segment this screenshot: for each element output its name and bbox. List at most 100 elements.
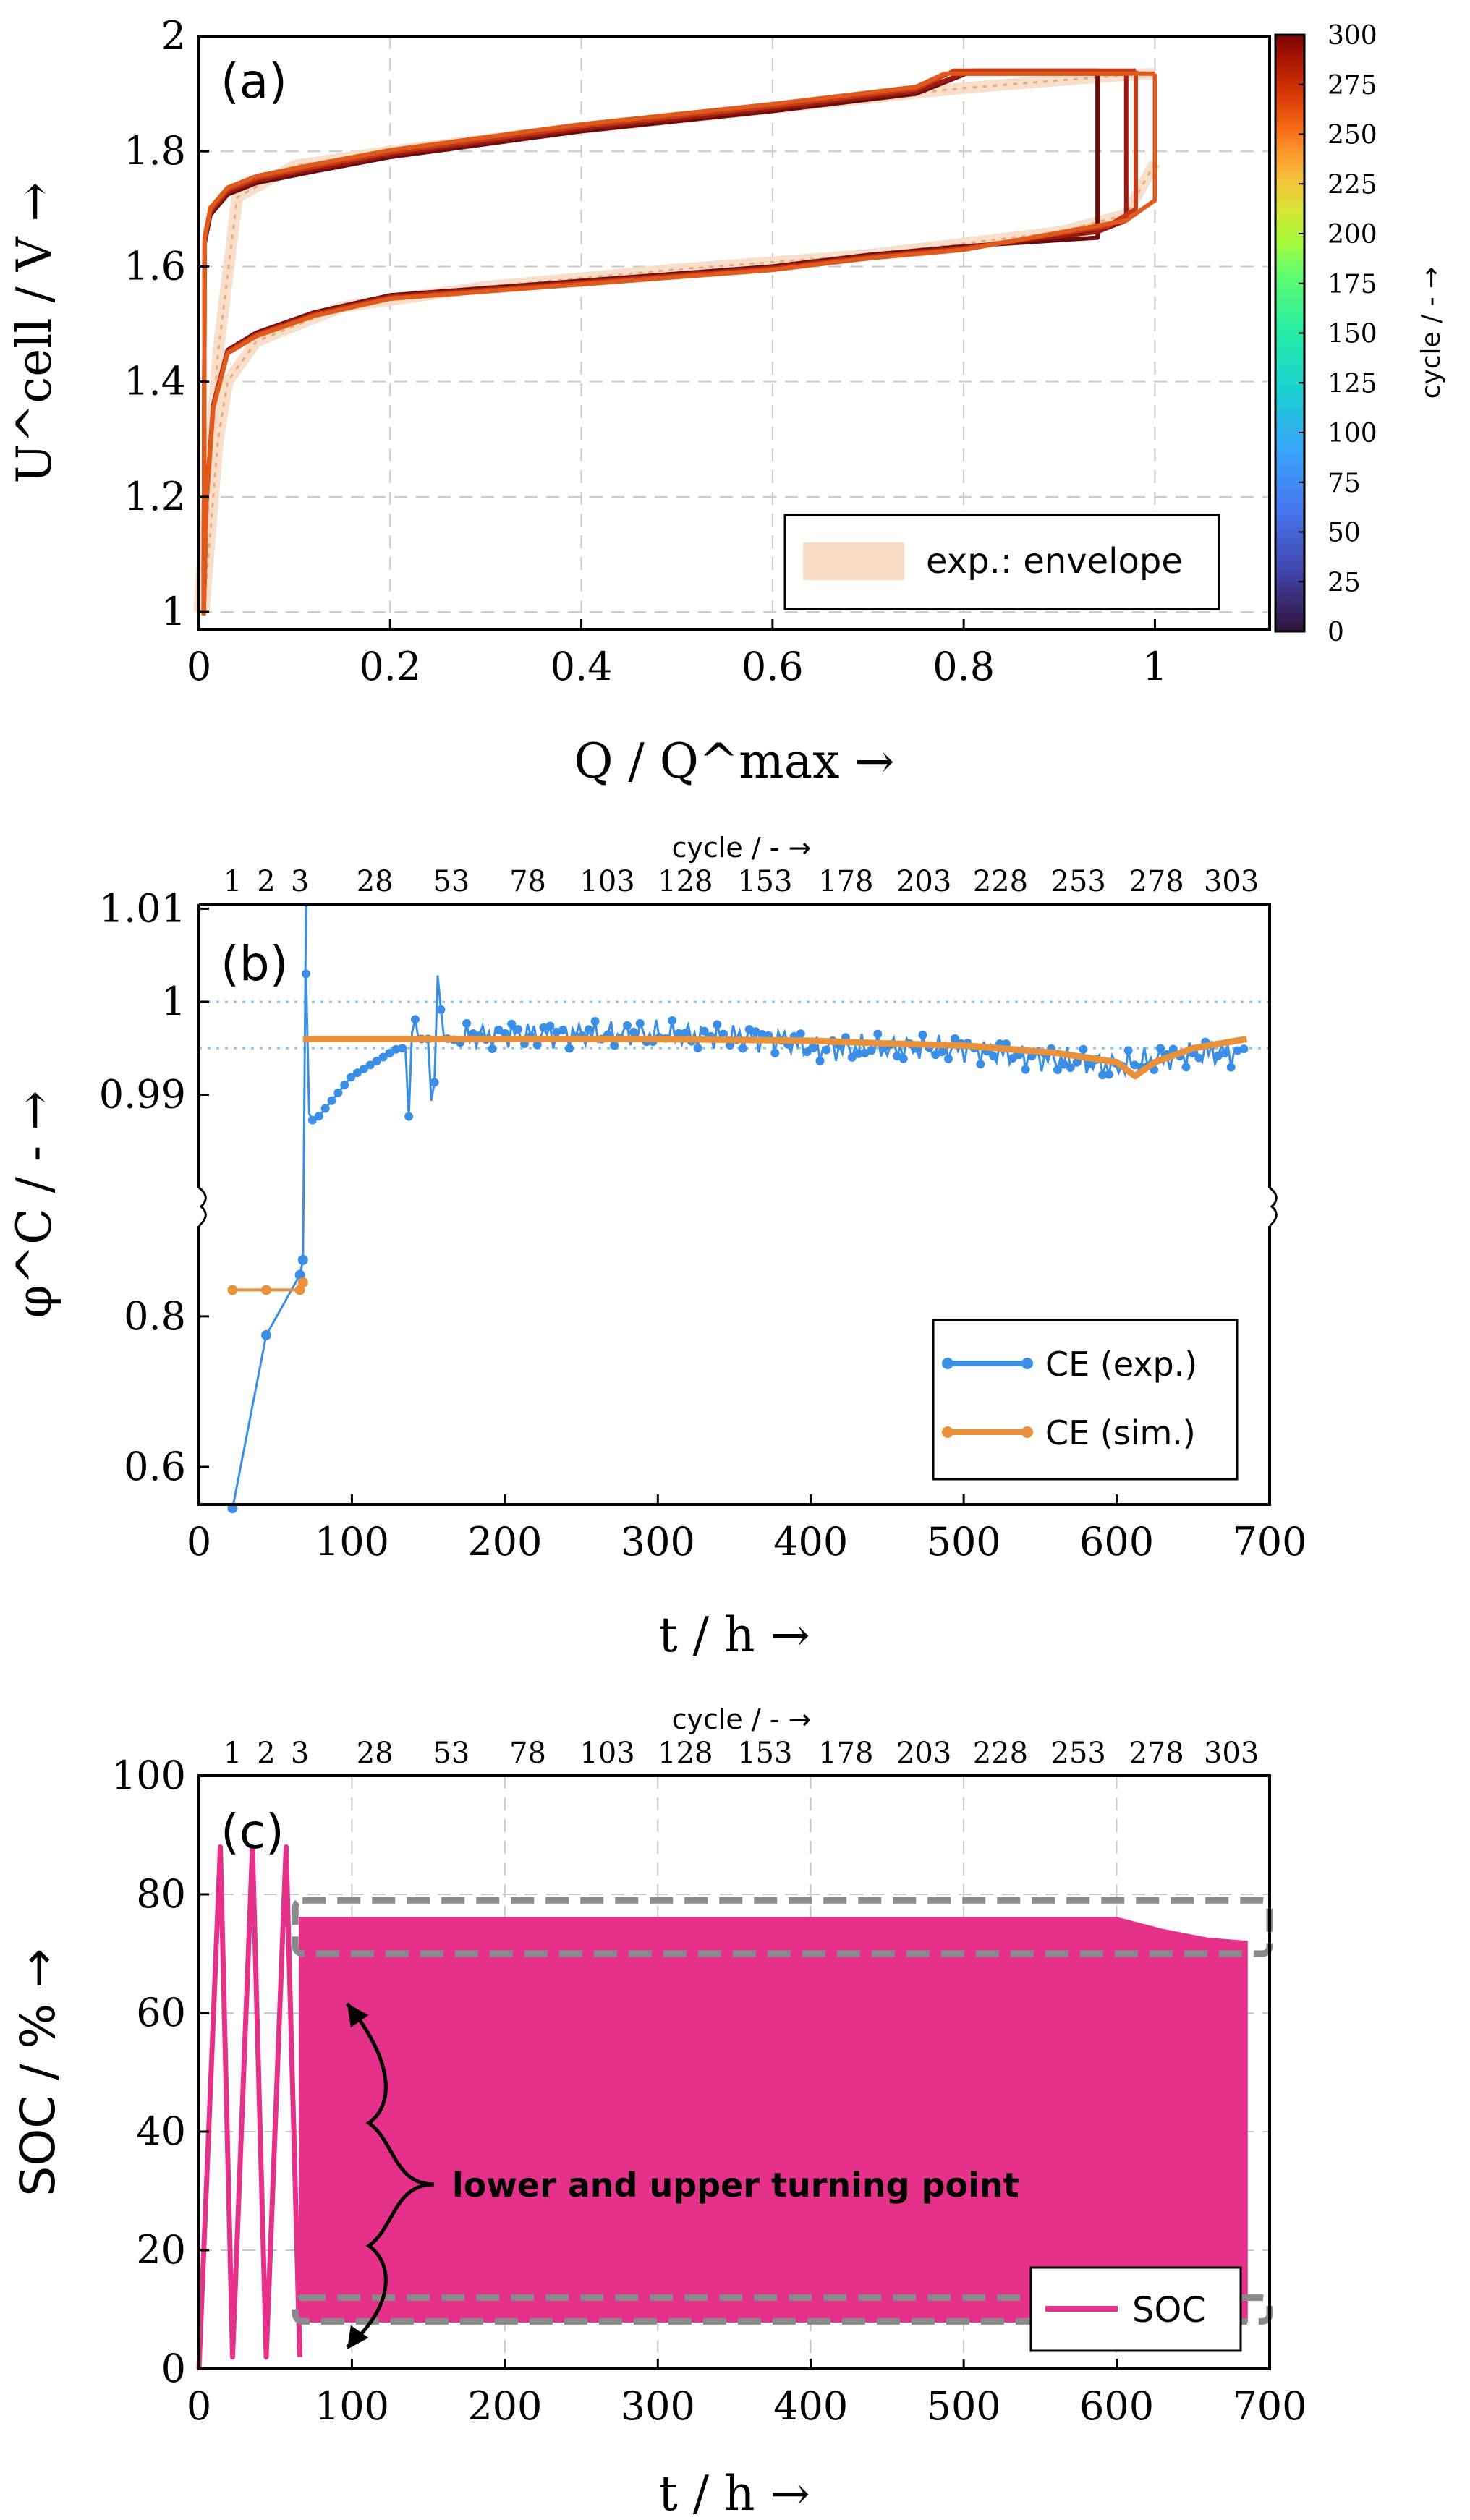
panel-b-coulomb-efficiency: cycle / - → 1 2 3 28 53 78 103 128 153 178 203 228 2… [7,832,1307,1663]
ce-exp-point [340,1081,349,1090]
panel-c-y-label: SOC / % → [10,1948,66,2196]
panel-b-x-tick-label: 0 [187,1519,211,1565]
ce-exp-point [1021,1065,1030,1074]
panel-c-x-label: t / h → [658,2466,810,2520]
panel-c-y-tick-label: 0 [161,2346,186,2391]
panel-b-y-ticks: 0.99 1 1.01 0.6 0.8 [99,885,209,1489]
colorbar-tick-label: 0 [1327,618,1344,647]
ce-exp-point [314,1112,323,1121]
ce-exp-point [565,1044,574,1053]
ce-exp-point [584,1025,593,1034]
ce-exp-point [1105,1070,1113,1079]
ce-exp-point [713,1020,722,1029]
ce-exp-point [854,1049,863,1058]
colorbar-tick-label: 75 [1327,469,1361,498]
panel-c-top-tick-label: 28 [357,1737,394,1770]
ce-exp-point [1008,1054,1017,1063]
panel-c-x-tick-label: 300 [621,2383,695,2429]
ce-exp-point [462,1018,471,1028]
ce-exp-point [545,1021,555,1031]
panel-c-y-tick-label: 20 [136,2227,186,2273]
panel-c-top-ticks: 1 2 3 28 53 78 103 128 153 178 203 228 253 278 303 [224,1737,1259,1770]
ce-sim-legend-dot-left [942,1426,953,1438]
panel-b-top-tick-label: 278 [1129,865,1184,898]
panel-a-x-tick-label: 1 [1142,644,1167,689]
annotation-arrow-up [346,2002,435,2187]
panel-b-top-tick-label: 203 [896,865,951,898]
panel-b-top-tick-label: 253 [1051,865,1106,898]
panel-c-top-tick-label: 53 [433,1737,470,1770]
ce-exp-point [333,1088,343,1097]
panel-b-top-tick-label: 53 [433,865,470,898]
ce-sim-legend-label: CE (sim.) [1045,1413,1196,1452]
panel-c-top-tick-label: 203 [896,1737,951,1770]
panel-c-y-tick-label: 100 [111,1753,186,1798]
ce-exp-point [347,1073,356,1082]
ce-exp-point [430,1078,439,1087]
ce-exp-point [1079,1044,1088,1054]
ce-exp-point [410,1015,420,1024]
colorbar-tick-label: 100 [1327,419,1377,448]
panel-b-top-tick-label: 128 [658,865,713,898]
colorbar-tick-label: 225 [1327,170,1377,200]
panel-b-x-tick-label: 600 [1079,1519,1154,1565]
ce-exp-point [327,1096,336,1105]
panel-c-y-tick-label: 40 [136,2108,186,2154]
axis-break-left [197,1186,207,1227]
panel-a-y-tick-label: 1.8 [124,128,186,174]
ce-exp-point [302,969,310,979]
colorbar-tick-label: 125 [1327,369,1377,399]
colorbar-tick-label: 275 [1327,71,1377,101]
ce-exp-point [385,1049,394,1058]
ce-sim-early-point [227,1285,238,1295]
panel-a-y-tick-label: 1.6 [124,243,186,289]
colorbar-tick-label: 25 [1327,568,1361,597]
ce-exp-point [898,1054,908,1063]
ce-exp-point [507,1019,517,1029]
ce-exp-point [1194,1053,1204,1063]
colorbar-tick-label: 250 [1327,121,1377,150]
colorbar-tick-label: 50 [1327,519,1361,548]
ce-exp-point [1059,1060,1068,1069]
colorbar-label: cycle / - → [1416,267,1446,399]
panel-c-x-tick-label: 700 [1232,2383,1307,2429]
annotation-arrow-up-head [347,2004,369,2028]
panel-b-x-label: t / h → [658,1607,810,1663]
ce-exp-point [1066,1063,1075,1073]
panel-a-cycle-curves [201,68,1157,616]
ce-exp-point [944,1054,953,1063]
panel-c-top-tick-label: 278 [1129,1737,1184,1770]
ce-exp-point [738,1044,747,1053]
panel-c-y-tick-label: 60 [136,1990,186,2035]
panel-c-x-tick-label: 0 [187,2383,211,2429]
ce-exp-point [950,1034,959,1043]
axis-break-right [1268,1186,1278,1227]
ce-sim-main-line [302,1035,1248,1080]
ce-exp-point [629,1027,638,1036]
ce-exp-point [436,1005,446,1014]
panel-a-x-tick-label: 0.4 [551,644,613,689]
panel-b-legend: CE (exp.) CE (sim.) [932,1319,1239,1481]
panel-c-x-tick-label: 500 [927,2383,1001,2429]
annotation-label: lower and upper turning point [452,2166,1019,2205]
panel-c-y-ticks: 0 20 40 60 80 100 [111,1753,209,2391]
panel-c-top-tick-label: 153 [737,1737,792,1770]
panel-a-y-tick-label: 1 [161,589,186,634]
panel-a-y-label: U^cell / V → [7,182,62,483]
panel-c-x-tick-label: 100 [315,2383,389,2429]
ce-exp-point [770,1048,780,1057]
ce-exp-legend-dot-left [942,1358,953,1369]
panel-c-top-tick-label: 103 [579,1737,634,1770]
panel-a-x-tick-label: 0.6 [742,644,804,689]
panel-a-x-label: Q / Q^max → [574,733,894,789]
panel-b-y-tick-label: 0.99 [99,1071,186,1117]
cycle-discharge-curve [201,73,1157,616]
panel-c-top-tick-label: 253 [1051,1737,1106,1770]
ce-exp-point [867,1046,876,1055]
ce-exp-early-point [297,1254,308,1265]
ce-exp-point [1156,1044,1165,1053]
ce-exp-point [680,1029,689,1038]
ce-exp-point [1072,1057,1082,1067]
panel-a-x-tick-label: 0 [187,644,211,689]
